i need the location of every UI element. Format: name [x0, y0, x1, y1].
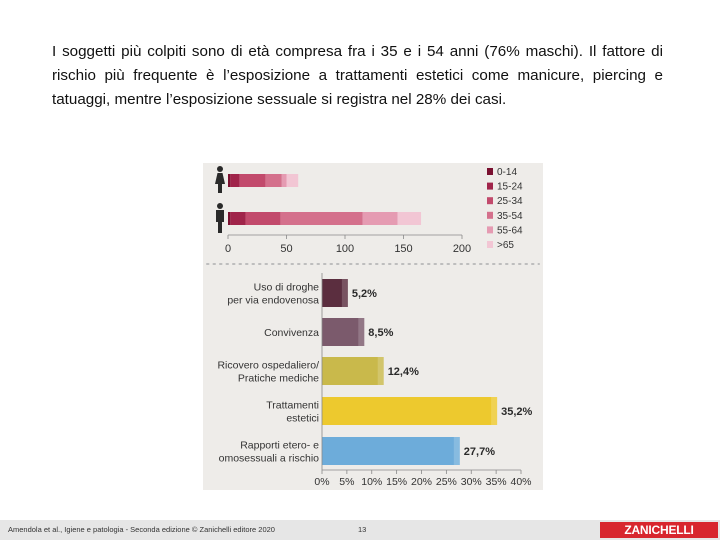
risk-axis-tick-label: 10% — [361, 476, 382, 488]
risk-axis-tick-label: 30% — [461, 476, 482, 488]
age-segment-female-0 — [228, 174, 231, 187]
legend-swatch-4 — [487, 226, 493, 234]
age-segment-male-2 — [245, 212, 281, 225]
risk-data-label: 12,4% — [388, 366, 419, 378]
age-segment-male-0 — [228, 212, 231, 225]
age-axis-tick-label: 0 — [225, 243, 231, 255]
risk-data-label: 8,5% — [368, 327, 393, 339]
risk-axis-tick-label: 35% — [486, 476, 507, 488]
legend-label: >65 — [497, 240, 514, 251]
legend-swatch-2 — [487, 197, 493, 205]
risk-bar-2 — [322, 357, 384, 385]
footer-credit: Amendola et al., Igiene e patologia - Se… — [8, 525, 275, 534]
risk-bar-highlight — [377, 357, 384, 385]
risk-axis-tick-label: 0% — [314, 476, 329, 488]
charts-svg: 0 50 100 150 200 0-14 15-24 25-34 35-54 55-64 >65 5… — [206, 166, 540, 488]
risk-bar-highlight — [453, 437, 460, 465]
age-segment-female-2 — [239, 174, 266, 187]
intro-paragraph: I soggetti più colpiti sono di età compr… — [52, 43, 663, 108]
age-segment-female-4 — [281, 174, 287, 187]
risk-bar-1 — [322, 318, 365, 346]
risk-category-label: Rapporti etero- e — [240, 440, 319, 452]
age-segment-male-1 — [230, 212, 246, 225]
legend-swatch-3 — [487, 211, 493, 219]
risk-category-label: estetici — [286, 413, 319, 425]
legend-swatch-1 — [487, 182, 493, 190]
page-number: 13 — [358, 525, 367, 534]
risk-category-label: Uso di droghe — [254, 282, 320, 294]
risk-category-label: Trattamenti — [266, 400, 319, 412]
risk-data-label: 35,2% — [501, 406, 532, 418]
age-axis-tick-label: 200 — [453, 243, 471, 255]
risk-data-label: 27,7% — [464, 446, 495, 458]
risk-bar-4 — [322, 437, 460, 465]
age-axis-tick-label: 150 — [394, 243, 412, 255]
legend-swatch-0 — [487, 168, 493, 175]
legend-label: 0-14 — [497, 167, 517, 178]
risk-axis-tick-label: 40% — [510, 476, 531, 488]
risk-category-label: Convivenza — [264, 327, 319, 339]
risk-bar-highlight — [341, 279, 348, 307]
age-segment-female-3 — [265, 174, 282, 187]
risk-axis-tick-label: 25% — [436, 476, 457, 488]
risk-bar-highlight — [491, 397, 498, 425]
publisher-logo: ZANICHELLI — [600, 522, 718, 538]
legend-label: 35-54 — [497, 211, 523, 222]
age-segment-female-5 — [286, 174, 299, 187]
risk-category-label: Ricovero ospedaliero/ — [217, 360, 319, 372]
age-segment-female-1 — [230, 174, 240, 187]
male-icon — [216, 203, 224, 233]
risk-data-label: 5,2% — [352, 288, 377, 300]
footer-bar: Amendola et al., Igiene e patologia - Se… — [0, 520, 720, 540]
risk-bar-3 — [322, 397, 498, 425]
age-segment-male-3 — [280, 212, 363, 225]
legend-swatch-5 — [487, 241, 493, 248]
female-icon — [215, 166, 225, 193]
age-segment-male-5 — [397, 212, 422, 225]
figure-panel: 0 50 100 150 200 0-14 15-24 25-34 35-54 55-64 >65 5… — [203, 163, 543, 490]
risk-bar-0 — [322, 279, 348, 307]
risk-axis-tick-label: 20% — [411, 476, 432, 488]
risk-bar-highlight — [358, 318, 365, 346]
risk-category-label: Pratiche mediche — [238, 373, 319, 385]
risk-category-label: per via endovenosa — [227, 295, 319, 307]
age-segment-male-4 — [362, 212, 398, 225]
legend-label: 15-24 — [497, 182, 523, 193]
age-axis-tick-label: 50 — [280, 243, 292, 255]
legend-label: 25-34 — [497, 196, 523, 207]
legend-label: 55-64 — [497, 225, 523, 236]
age-axis-tick-label: 100 — [336, 243, 354, 255]
risk-axis-tick-label: 5% — [339, 476, 354, 488]
risk-category-label: omosessuali a rischio — [219, 453, 320, 465]
risk-axis-tick-label: 15% — [386, 476, 407, 488]
